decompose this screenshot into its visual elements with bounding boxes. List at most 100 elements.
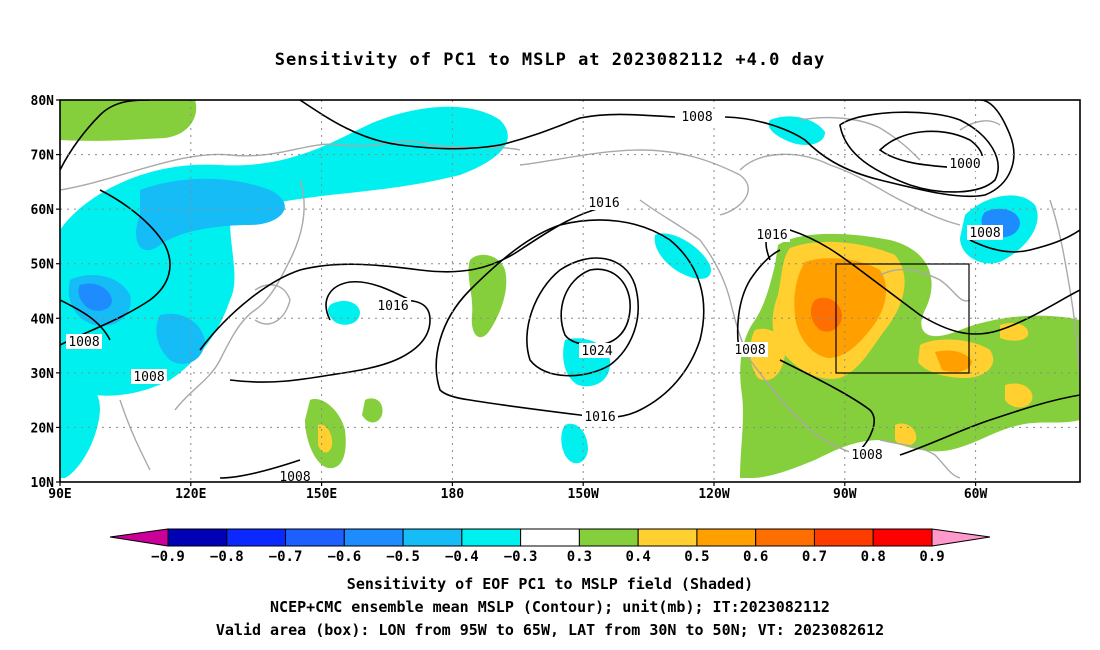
longitude-label: 60W (964, 487, 988, 502)
colorbar-segment (402, 528, 463, 547)
contour-label: 1008 (734, 343, 765, 358)
contour-label-bg (582, 409, 618, 424)
colorbar-label: 0.5 (684, 549, 709, 565)
colorbar-segment (872, 528, 933, 547)
contour-line (435, 219, 705, 419)
contour-line (839, 111, 999, 193)
colorbar-segment (343, 528, 404, 547)
colorbar-segment (696, 528, 757, 547)
contour-line (724, 100, 1015, 198)
positive-region (935, 350, 972, 372)
latitude-labels: 10N 20N 30N 40N 50N 60N 70N 80N (31, 94, 60, 491)
contour-label: 1016 (588, 196, 619, 211)
positive-region (810, 297, 842, 332)
colorbar-label: −0.3 (504, 549, 538, 565)
colorbar-segment (226, 528, 287, 547)
colorbar-segment (520, 528, 580, 547)
contour-label: 1024 (581, 344, 612, 359)
longitude-label: 150W (568, 487, 599, 502)
colorbar-segment (813, 528, 874, 547)
contour-line (969, 229, 1080, 253)
latitude-label: 70N (31, 149, 55, 164)
negative-region (136, 178, 285, 251)
negative-region (60, 374, 100, 478)
colorbar-segment (167, 528, 228, 547)
positive-region (60, 100, 197, 141)
colorbar-label: 0.9 (919, 549, 944, 565)
colorbar-label: −0.5 (386, 549, 420, 565)
contour-label: 1008 (851, 448, 882, 463)
contour-line (199, 204, 616, 351)
colorbar-labels: −0.9 −0.8 −0.7 −0.6 −0.5 −0.4 −0.3 0.3 0.4 0.5 0.6… (151, 549, 945, 565)
colorbar-label: −0.6 (327, 549, 361, 565)
contour-label: 1008 (133, 370, 164, 385)
colorbar-segment (637, 528, 698, 547)
contour-label-bg (754, 227, 790, 242)
longitude-label: 150E (306, 487, 337, 502)
contour-label-bg (375, 298, 411, 313)
colorbar-label: −0.4 (445, 549, 479, 565)
positive-region (362, 398, 383, 423)
contour-label-bg (277, 469, 313, 484)
latitude-label: 10N (31, 476, 55, 491)
footer-line-valid-area: Valid area (box): LON from 95W to 65W, L… (215, 621, 885, 639)
negative-region (327, 300, 360, 325)
latitude-label: 80N (31, 94, 55, 109)
chart-title: Sensitivity of PC1 to MSLP at 2023082112… (274, 50, 826, 70)
colorbar-label: 0.3 (567, 549, 592, 565)
latitude-label: 20N (31, 421, 55, 436)
colorbar-label: 0.7 (802, 549, 827, 565)
contour-label-bg (579, 343, 615, 358)
positive-region (1005, 383, 1033, 408)
colorbar-label: −0.8 (210, 549, 244, 565)
colorbar-label: 0.8 (861, 549, 886, 565)
negative-region (78, 283, 112, 311)
colorbar-label: 0.6 (743, 549, 768, 565)
latitude-label: 50N (31, 258, 55, 273)
negative-region (561, 423, 588, 464)
contour-label-bg (66, 334, 102, 349)
colorbar-segments (167, 528, 933, 547)
contour-label-bg (679, 109, 715, 124)
contour-line (526, 257, 639, 377)
latitude-label: 30N (31, 367, 55, 382)
latitude-label: 60N (31, 203, 55, 218)
latitude-label: 40N (31, 312, 55, 327)
contour-label-bg (967, 225, 1003, 240)
positive-region (318, 424, 333, 453)
negative-region (768, 116, 825, 145)
colorbar-label: 0.4 (626, 549, 651, 565)
colorbar-segment (755, 528, 815, 547)
contour-line (325, 280, 411, 321)
negative-region (156, 313, 205, 364)
contour-label-bg (732, 342, 768, 357)
contour-line (736, 249, 781, 356)
contour-label-bg (849, 447, 885, 462)
longitude-label: 120W (698, 487, 729, 502)
contour-line (60, 189, 171, 346)
colorbar-label: −0.7 (269, 549, 303, 565)
contour-label-bg (947, 156, 983, 171)
colorbar-segment (285, 528, 345, 547)
negative-region (654, 233, 711, 279)
contour-label-bg (131, 369, 167, 384)
longitude-label: 90E (48, 487, 71, 502)
contour-line (779, 359, 1080, 456)
longitude-label: 90W (833, 487, 857, 502)
plot-frame (59, 99, 1081, 483)
colorbar-segment (578, 528, 639, 547)
colorbar-segment (461, 528, 522, 547)
footer-line-shaded: Sensitivity of EOF PC1 to MSLP field (Sh… (346, 575, 754, 593)
contour-label-bg (586, 195, 622, 210)
contour-label: 1016 (377, 299, 408, 314)
positive-region (794, 258, 887, 358)
contour-label: 1008 (969, 226, 1000, 241)
contour-label: 1000 (949, 157, 980, 172)
colorbar-label: −0.9 (151, 549, 185, 565)
contour-label: 1016 (584, 410, 615, 425)
longitude-labels: 90E 120E 150E 180 150W 120W 90W 60W (48, 482, 988, 502)
footer-line-contour: NCEP+CMC ensemble mean MSLP (Contour); u… (270, 598, 830, 616)
valid-area-box (835, 263, 970, 374)
